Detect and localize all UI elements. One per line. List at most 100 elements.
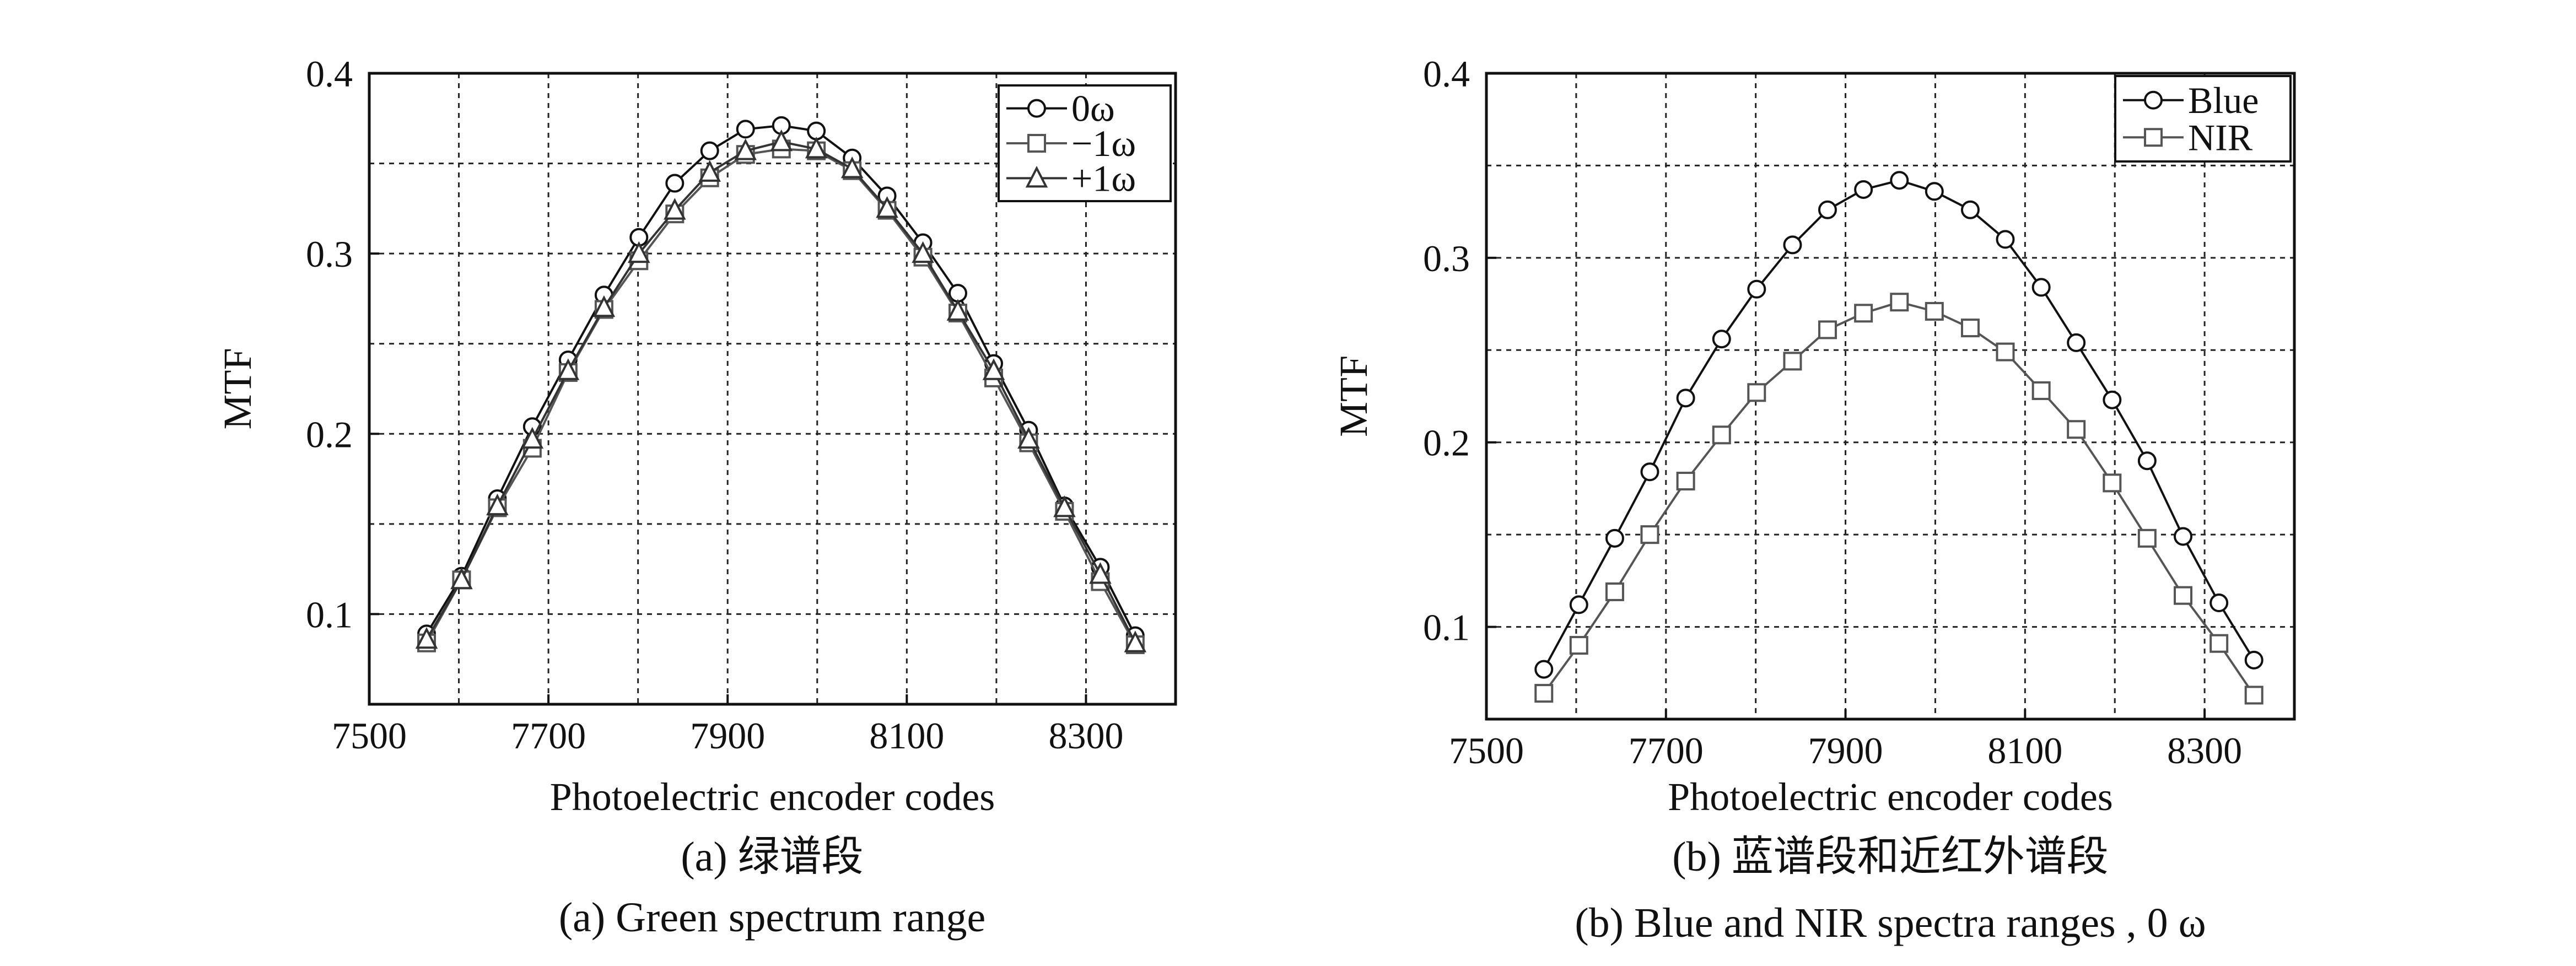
- data-point: [2209, 634, 2229, 653]
- series-square: [1534, 293, 2264, 705]
- data-point: [1925, 182, 1944, 201]
- data-point: [415, 627, 438, 649]
- caption-chinese: (b) 蓝谱段和近红外谱段: [1672, 834, 2109, 880]
- legend-marker: [1027, 99, 1046, 118]
- data-point: [2067, 333, 2086, 352]
- legend-label: −1ω: [1071, 122, 1136, 164]
- data-point: [557, 358, 580, 380]
- data-point: [698, 160, 721, 182]
- data-point: [628, 241, 650, 263]
- data-point: [2103, 390, 2122, 409]
- caption-english: (b) Blue and NIR spectra ranges , 0 ω: [1575, 900, 2206, 946]
- series-line: [425, 148, 1136, 646]
- data-point: [840, 156, 864, 179]
- series-triangle: [415, 129, 1147, 652]
- series-line: [1543, 179, 2255, 670]
- data-point: [665, 174, 685, 193]
- x-tick-label: 7700: [1629, 730, 1704, 771]
- x-tick-label: 8300: [2167, 730, 2242, 771]
- series-line: [425, 141, 1136, 644]
- caption-english: (a) Green spectrum range: [559, 894, 985, 941]
- data-point: [1640, 525, 1659, 544]
- grid: [1486, 73, 2294, 719]
- data-point: [2103, 473, 2122, 493]
- y-tick-label: 0.4: [1423, 53, 1470, 95]
- plot-area-frame: [1485, 72, 2296, 721]
- data-point: [2137, 451, 2157, 471]
- data-point: [1605, 528, 1624, 548]
- y-axis-label: MTF: [215, 348, 260, 429]
- data-point: [1925, 301, 1944, 321]
- data-point: [2244, 686, 2264, 705]
- data-point: [1712, 425, 1731, 445]
- legend-marker: [1025, 165, 1048, 188]
- x-tick-label: 8100: [1987, 730, 2062, 771]
- series-circle: [1534, 171, 2264, 679]
- data-point: [1017, 427, 1040, 449]
- data-point: [734, 138, 757, 160]
- data-point: [736, 120, 755, 139]
- legend-marker: [1027, 134, 1046, 153]
- y-tick-label: 0.2: [306, 413, 353, 455]
- y-tick-label: 0.3: [306, 233, 353, 275]
- data-point: [2031, 278, 2051, 297]
- data-point: [2174, 527, 2193, 546]
- series-square: [417, 139, 1145, 655]
- data-point: [1676, 388, 1695, 408]
- data-point: [946, 299, 969, 321]
- y-tick-label: 0.2: [1423, 422, 1470, 464]
- caption-chinese: (a) 绿谱段: [681, 834, 863, 880]
- data-point: [1676, 472, 1695, 491]
- x-axis-label: Photoelectric encoder codes: [550, 775, 995, 819]
- data-point: [664, 198, 686, 220]
- data-point: [592, 295, 616, 317]
- data-point: [1960, 200, 1980, 219]
- data-point: [2209, 593, 2229, 613]
- y-tick-label: 0.1: [306, 593, 353, 635]
- legend-marker: [2144, 90, 2163, 110]
- data-point: [1534, 684, 1554, 703]
- legend: 0ω−1ω+1ω: [998, 84, 1172, 202]
- data-point: [700, 141, 719, 160]
- x-tick-label: 8100: [869, 715, 944, 757]
- data-point: [912, 241, 934, 263]
- data-point: [486, 493, 509, 516]
- data-point: [1053, 495, 1076, 517]
- data-point: [1534, 660, 1554, 679]
- data-point: [1890, 293, 1909, 312]
- data-point: [1783, 352, 1802, 371]
- data-point: [876, 196, 898, 218]
- data-point: [1960, 319, 1980, 338]
- x-tick-label: 7500: [1449, 730, 1524, 771]
- legend-label: NIR: [2188, 116, 2253, 158]
- x-tick-label: 7700: [511, 715, 586, 757]
- chart-panel-a: 7500 7700 7900 8100 8300 0.1 0.2 0.3 0.4 Photoele…: [215, 53, 1177, 941]
- data-point: [770, 129, 793, 152]
- y-tick-label: 0.4: [306, 53, 353, 95]
- legend-label: 0ω: [1071, 88, 1115, 129]
- y-tick-label: 0.3: [1423, 238, 1470, 279]
- data-point: [1818, 200, 1837, 219]
- y-axis-label: MTF: [1332, 355, 1376, 437]
- data-point: [1747, 279, 1766, 299]
- data-point: [2031, 381, 2051, 400]
- data-point: [1818, 320, 1837, 339]
- data-point: [1996, 342, 2015, 361]
- x-tick-label: 7500: [332, 715, 407, 757]
- data-point: [982, 358, 1005, 380]
- x-tick-label: 7900: [690, 715, 765, 757]
- data-point: [1854, 180, 1873, 199]
- data-point: [2174, 586, 2193, 605]
- data-point: [1783, 235, 1802, 255]
- legend-box: [2114, 75, 2292, 163]
- data-point: [1996, 230, 2015, 249]
- x-tick-label: 8300: [1048, 715, 1123, 757]
- data-point: [450, 567, 473, 590]
- data-point: [1089, 562, 1112, 584]
- data-point: [1890, 171, 1909, 190]
- legend-label: Blue: [2188, 79, 2259, 121]
- data-point: [2067, 420, 2086, 439]
- data-point: [1124, 630, 1147, 652]
